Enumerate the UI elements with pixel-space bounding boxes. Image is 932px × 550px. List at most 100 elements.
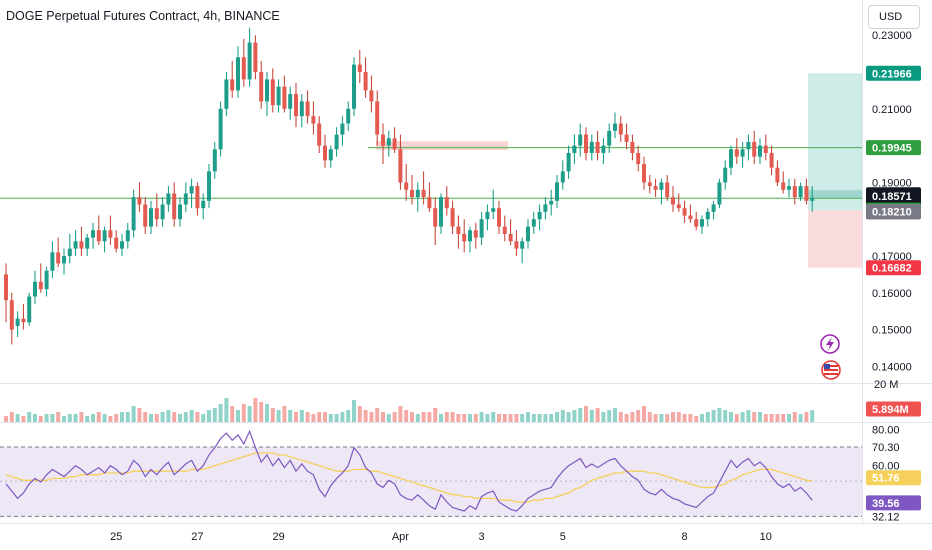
candle	[421, 171, 426, 205]
volume-bar	[601, 412, 606, 422]
time-tick-label: 8	[682, 531, 688, 543]
price-tick-label: 0.16000	[872, 288, 912, 300]
volume-bar	[73, 414, 78, 422]
candle	[323, 134, 327, 168]
volume-bar	[270, 408, 275, 422]
rsi-tick-label: 70.30	[872, 442, 900, 454]
volume-bar	[700, 414, 704, 422]
rsi-value-tag-text: 39.56	[872, 498, 900, 510]
volume-bar	[427, 412, 432, 422]
candle-body	[624, 134, 629, 142]
candle	[224, 72, 229, 117]
rsi-value-tag: 39.56	[866, 495, 921, 511]
volume-bar	[589, 410, 594, 422]
volume-layer	[4, 398, 815, 422]
candle	[537, 204, 542, 231]
candle	[33, 270, 37, 304]
candle-body	[502, 226, 507, 234]
candle	[96, 215, 101, 245]
candle	[450, 200, 455, 234]
time-axis[interactable]: 25 27 29 Apr 3 5 8 10	[110, 531, 772, 543]
candle-body	[758, 145, 762, 157]
volume-bar	[456, 414, 461, 422]
candle-body	[114, 237, 119, 249]
lightning-icon[interactable]	[820, 334, 840, 354]
candle-body	[149, 208, 153, 227]
candle-body	[410, 189, 414, 198]
candle	[160, 197, 165, 227]
candle-body	[450, 208, 455, 227]
candle	[462, 219, 467, 253]
candle-body	[334, 134, 339, 150]
time-tick-label: 10	[760, 531, 772, 543]
volume-bar	[740, 412, 745, 422]
candle-body	[473, 230, 478, 238]
candle	[497, 200, 501, 234]
candle	[253, 35, 258, 80]
candle	[178, 197, 182, 227]
volume-bar	[265, 404, 269, 422]
candle-body	[21, 318, 26, 323]
volume-bar	[781, 414, 786, 422]
candle-body	[62, 256, 66, 264]
candle	[120, 233, 124, 257]
volume-bar	[149, 414, 153, 422]
candle-body	[613, 123, 617, 131]
candle-body	[108, 230, 113, 238]
candle	[514, 230, 519, 257]
candle	[636, 145, 641, 172]
currency-button[interactable]: USD	[868, 5, 920, 29]
candle-body	[15, 318, 20, 326]
side-icons[interactable]	[820, 334, 841, 380]
volume-bar	[253, 398, 258, 422]
volume-bar	[485, 414, 490, 422]
candle	[79, 226, 84, 257]
candle-body	[4, 274, 8, 301]
volume-bar	[224, 398, 229, 422]
candle	[659, 178, 664, 205]
volume-bar	[450, 412, 455, 422]
volume-bar	[311, 414, 316, 422]
volume-bar	[421, 412, 426, 422]
candle	[85, 233, 90, 257]
candle	[352, 57, 356, 117]
candle-body	[444, 197, 449, 209]
candle-body	[131, 197, 136, 231]
candle-body	[352, 64, 356, 109]
candle-body	[207, 171, 211, 201]
volume-bar	[526, 412, 530, 422]
candle-body	[787, 186, 791, 190]
candle	[131, 189, 136, 238]
current-zone	[808, 190, 862, 199]
volume-bar	[15, 414, 20, 422]
candle	[236, 46, 240, 98]
candle-body	[456, 226, 461, 234]
candle-body	[253, 42, 258, 73]
volume-bar	[415, 414, 420, 422]
candle	[386, 130, 391, 157]
candle-body	[236, 57, 240, 91]
candle-body	[386, 138, 391, 146]
volume-bar	[584, 406, 588, 422]
price-axis[interactable]: 0.23000 0.21000 0.19000 0.17000 0.16000 0.150…	[872, 30, 912, 523]
candle-body	[653, 186, 658, 190]
candle-body	[218, 108, 223, 150]
candle-body	[537, 211, 542, 220]
volume-bar	[804, 412, 809, 422]
volume-bar	[711, 410, 716, 422]
volume-bar	[682, 414, 687, 422]
volume-bar	[346, 410, 351, 422]
volume-bar	[363, 410, 368, 422]
volume-bar	[775, 414, 780, 422]
target-zone	[808, 73, 862, 211]
us-flag-icon[interactable]	[821, 360, 841, 380]
volume-bar	[125, 412, 130, 422]
candle	[433, 197, 438, 245]
volume-bar	[578, 408, 583, 422]
volume-bar	[647, 412, 652, 422]
candle-body	[27, 296, 32, 323]
candle	[520, 237, 525, 264]
candle-body	[212, 149, 217, 172]
rsi-ma-line	[5, 452, 813, 503]
